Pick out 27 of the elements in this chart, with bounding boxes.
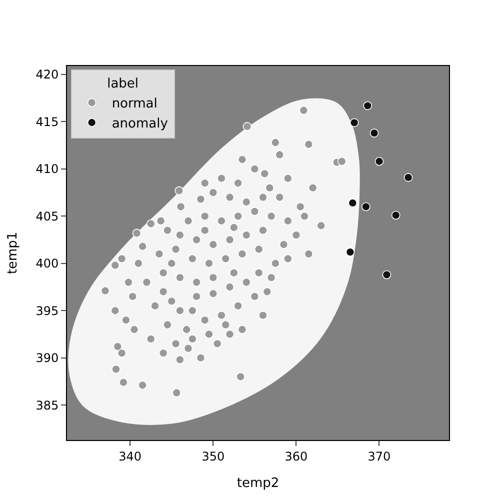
legend-title: label: [107, 76, 139, 92]
point: [391, 210, 400, 220]
x-axis-title: temp2: [236, 476, 280, 491]
x-tick-label: 370: [368, 449, 391, 464]
y-tick-label: 390: [36, 351, 59, 366]
y-axis-title: temp1: [6, 232, 21, 274]
y-tick-label: 405: [36, 209, 59, 224]
x-tick-label: 340: [118, 449, 142, 464]
x-tick-label: 350: [202, 449, 225, 464]
point: [346, 248, 355, 256]
y-tick-label: 415: [36, 114, 59, 129]
point: [348, 198, 358, 208]
y-tick-label: 385: [36, 398, 59, 412]
point: [350, 118, 359, 128]
point: [404, 173, 413, 182]
y-tick-label: 420: [36, 68, 59, 82]
y-tick-label: 395: [36, 304, 59, 318]
legend-label: normal: [112, 96, 158, 112]
legend-label: anomaly: [112, 116, 168, 132]
point: [374, 156, 384, 166]
point: [363, 101, 372, 110]
x-tick-label: 360: [284, 449, 308, 464]
y-tick-label: 400: [36, 256, 59, 271]
point: [382, 270, 392, 280]
y-tick-label: 410: [36, 162, 59, 176]
point: [370, 128, 379, 138]
point: [362, 202, 370, 212]
